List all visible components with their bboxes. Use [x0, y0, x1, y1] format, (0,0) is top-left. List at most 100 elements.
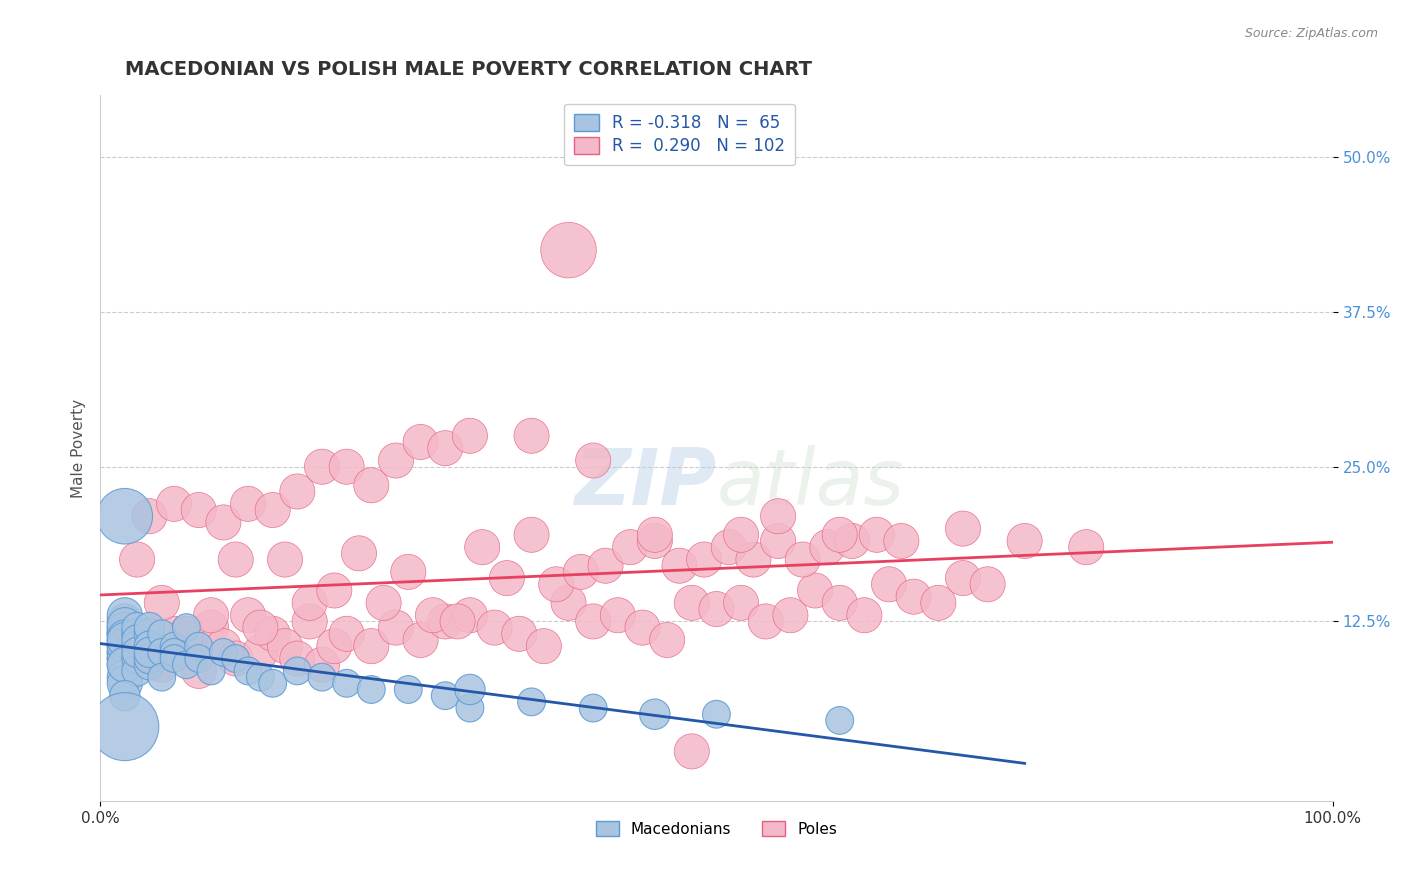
Point [323, 639, 346, 653]
Point [619, 540, 641, 554]
Point [336, 627, 359, 641]
Point [285, 651, 308, 665]
Point [766, 509, 789, 524]
Text: MACEDONIAN VS POLISH MALE POVERTY CORRELATION CHART: MACEDONIAN VS POLISH MALE POVERTY CORREL… [125, 60, 811, 78]
Point [766, 533, 789, 548]
Point [755, 615, 778, 629]
Point [557, 243, 579, 257]
Point [927, 596, 949, 610]
Point [200, 664, 222, 678]
Point [323, 583, 346, 598]
Point [225, 651, 247, 665]
Point [285, 484, 308, 499]
Point [114, 689, 136, 703]
Point [114, 608, 136, 623]
Point [114, 657, 136, 672]
Point [138, 657, 160, 672]
Point [114, 645, 136, 659]
Point [274, 552, 297, 566]
Point [385, 621, 408, 635]
Point [138, 651, 160, 665]
Point [236, 664, 259, 678]
Point [311, 459, 333, 474]
Point [150, 670, 173, 684]
Point [127, 621, 149, 635]
Point [520, 695, 543, 709]
Point [262, 503, 284, 517]
Point [557, 596, 579, 610]
Point [866, 528, 889, 542]
Point [693, 552, 716, 566]
Point [127, 639, 149, 653]
Point [668, 558, 690, 573]
Point [274, 639, 297, 653]
Point [163, 639, 186, 653]
Point [114, 509, 136, 524]
Point [396, 682, 419, 697]
Point [114, 651, 136, 665]
Point [717, 540, 740, 554]
Point [546, 577, 568, 591]
Point [114, 623, 136, 637]
Point [138, 639, 160, 653]
Point [644, 528, 666, 542]
Point [409, 632, 432, 647]
Point [150, 645, 173, 659]
Point [360, 478, 382, 492]
Point [644, 533, 666, 548]
Point [187, 651, 209, 665]
Point [1014, 533, 1036, 548]
Point [681, 744, 703, 758]
Point [520, 429, 543, 443]
Point [114, 635, 136, 649]
Point [127, 664, 149, 678]
Point [114, 720, 136, 734]
Point [484, 621, 506, 635]
Point [606, 608, 628, 623]
Point [114, 651, 136, 665]
Point [176, 627, 198, 641]
Point [644, 707, 666, 722]
Point [114, 676, 136, 690]
Point [212, 639, 235, 653]
Point [311, 657, 333, 672]
Point [508, 627, 530, 641]
Point [114, 639, 136, 653]
Point [336, 676, 359, 690]
Point [471, 540, 494, 554]
Point [446, 615, 468, 629]
Point [138, 621, 160, 635]
Point [458, 701, 481, 715]
Point [114, 639, 136, 653]
Point [114, 670, 136, 684]
Point [952, 571, 974, 585]
Point [311, 670, 333, 684]
Point [385, 453, 408, 467]
Point [422, 608, 444, 623]
Point [458, 608, 481, 623]
Point [114, 632, 136, 647]
Point [262, 627, 284, 641]
Point [114, 618, 136, 632]
Point [176, 657, 198, 672]
Point [582, 701, 605, 715]
Point [360, 682, 382, 697]
Point [127, 632, 149, 647]
Point [212, 645, 235, 659]
Point [903, 590, 925, 604]
Point [114, 621, 136, 635]
Point [236, 497, 259, 511]
Point [225, 552, 247, 566]
Point [127, 552, 149, 566]
Point [138, 645, 160, 659]
Point [373, 596, 395, 610]
Point [249, 670, 271, 684]
Point [828, 596, 851, 610]
Point [595, 558, 617, 573]
Point [336, 459, 359, 474]
Point [249, 645, 271, 659]
Point [176, 621, 198, 635]
Point [114, 645, 136, 659]
Point [127, 645, 149, 659]
Point [298, 596, 321, 610]
